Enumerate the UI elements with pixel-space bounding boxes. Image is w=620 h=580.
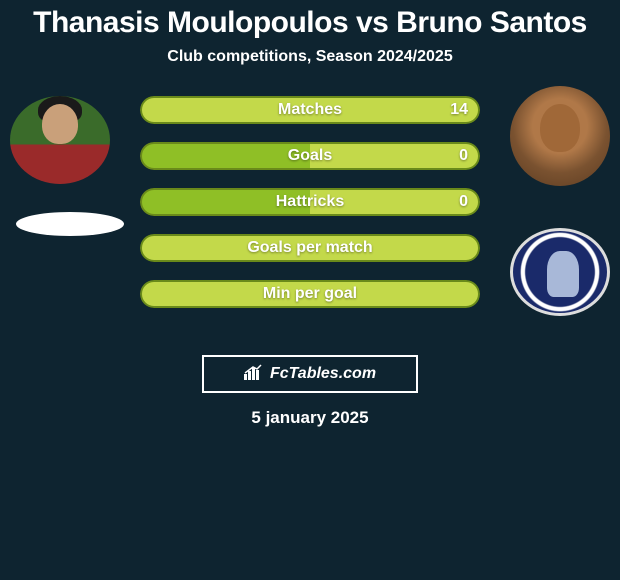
stat-label: Matches <box>140 96 480 124</box>
brand-box: FcTables.com <box>202 355 418 393</box>
stat-bar: Matches 14 <box>140 96 480 124</box>
footer-date: 5 january 2025 <box>0 408 620 428</box>
stat-bar: Min per goal <box>140 280 480 308</box>
club-right-badge <box>510 228 610 316</box>
stat-bar: Hattricks 0 <box>140 188 480 216</box>
stat-value: 0 <box>459 142 468 170</box>
player-right-avatar <box>510 86 610 186</box>
player-left-avatar <box>10 96 110 184</box>
subtitle: Club competitions, Season 2024/2025 <box>0 48 620 66</box>
stat-label: Hattricks <box>140 188 480 216</box>
stat-label: Goals <box>140 142 480 170</box>
club-left-badge <box>16 212 124 236</box>
brand-text: FcTables.com <box>270 365 376 383</box>
stat-label: Goals per match <box>140 234 480 262</box>
chart-icon <box>244 364 264 385</box>
stat-value: 0 <box>459 188 468 216</box>
stat-bar: Goals per match <box>140 234 480 262</box>
stat-value: 14 <box>450 96 468 124</box>
stat-bar: Goals 0 <box>140 142 480 170</box>
stat-bars: Matches 14 Goals 0 Hattricks 0 Goals per… <box>140 96 480 326</box>
stat-label: Min per goal <box>140 280 480 308</box>
page-title: Thanasis Moulopoulos vs Bruno Santos <box>0 0 620 40</box>
